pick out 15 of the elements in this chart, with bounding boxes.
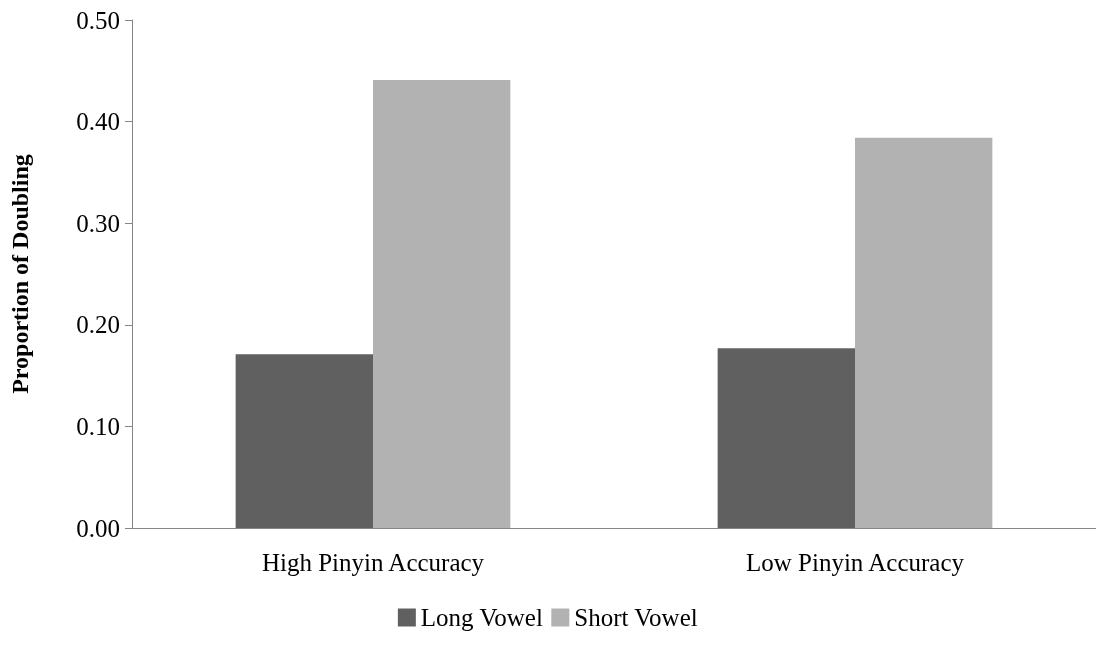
y-tick-label: 0.20 <box>76 311 120 339</box>
bar <box>373 79 511 528</box>
bar <box>717 348 855 528</box>
legend-label: Long Vowel <box>420 604 543 631</box>
y-tick-label: 0.50 <box>76 6 120 34</box>
x-tick-label: High Pinyin Accuracy <box>261 549 485 576</box>
bar <box>855 137 993 528</box>
x-tick-label: Low Pinyin Accuracy <box>745 549 965 576</box>
bar <box>235 354 373 528</box>
y-tick-label: 0.30 <box>76 209 120 237</box>
legend-label: Short Vowel <box>574 604 698 631</box>
y-axis-title: Proportion of Doubling <box>7 154 33 394</box>
y-tick-label: 0.00 <box>76 514 120 542</box>
y-tick-label: 0.40 <box>76 108 120 136</box>
y-tick-label: 0.10 <box>76 412 120 440</box>
